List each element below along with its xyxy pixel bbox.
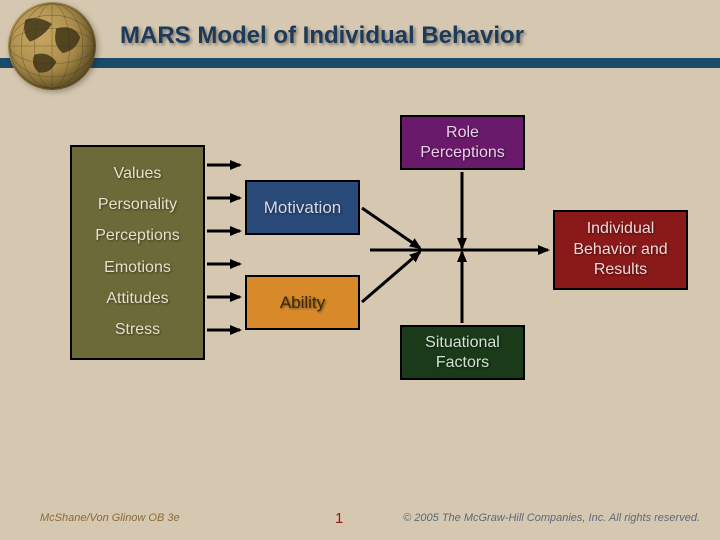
role-perceptions-box: Role Perceptions xyxy=(400,115,525,170)
trait-item: Attitudes xyxy=(106,289,168,310)
page-title: MARS Model of Individual Behavior xyxy=(120,22,524,50)
globe-grid xyxy=(8,2,96,90)
outcome-label-3: Results xyxy=(594,260,647,281)
footer-left: McShane/Von Glinow OB 3e xyxy=(40,512,180,524)
slide: MARS Model of Individual Behavior Values… xyxy=(0,0,720,540)
trait-item: Personality xyxy=(98,195,177,216)
role-label-1: Role xyxy=(446,123,479,143)
ability-box: Ability xyxy=(245,275,360,330)
situational-label-2: Factors xyxy=(436,353,489,373)
footer-copyright: © 2005 The McGraw-Hill Companies, Inc. A… xyxy=(403,512,700,524)
globe-icon xyxy=(8,2,96,90)
outcome-label-1: Individual xyxy=(587,219,655,240)
trait-item: Stress xyxy=(115,320,160,341)
trait-item: Values xyxy=(114,164,162,185)
ability-label: Ability xyxy=(280,293,325,313)
trait-item: Perceptions xyxy=(95,226,180,247)
role-label-2: Perceptions xyxy=(420,143,505,163)
situational-factors-box: Situational Factors xyxy=(400,325,525,380)
outcome-label-2: Behavior and xyxy=(573,240,667,261)
motivation-box: Motivation xyxy=(245,180,360,235)
outcome-box: Individual Behavior and Results xyxy=(553,210,688,290)
motivation-label: Motivation xyxy=(264,198,341,218)
header-bar xyxy=(0,58,720,68)
footer-page-number: 1 xyxy=(335,510,343,527)
situational-label-1: Situational xyxy=(425,333,500,353)
trait-item: Emotions xyxy=(104,258,171,279)
traits-box: Values Personality Perceptions Emotions … xyxy=(70,145,205,360)
